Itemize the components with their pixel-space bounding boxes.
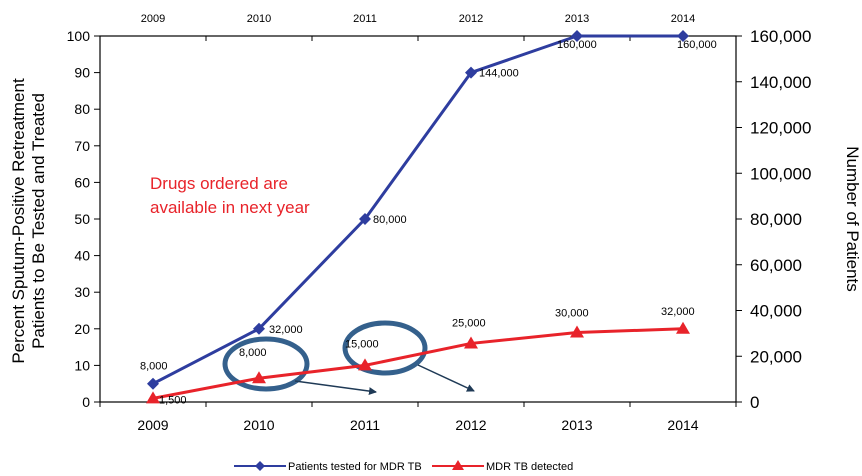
right-tick-label: 100,000 [750,164,811,183]
x-tick-label: 2009 [137,417,168,433]
left-tick-label: 10 [74,357,90,373]
x-tick-label: 2011 [350,417,380,433]
top-x-tick-label: 2014 [671,13,695,25]
top-x-tick-label: 2009 [141,13,165,25]
left-tick-label: 80 [74,101,90,117]
data-label-tested: 80,000 [373,214,407,226]
data-label-detected: 8,000 [239,347,267,359]
right-tick-label: 0 [750,393,759,412]
data-label-tested: 160,000 [677,39,717,51]
data-label-tested: 8,000 [140,361,168,373]
left-tick-label: 30 [74,284,90,300]
right-tick-label: 160,000 [750,27,811,46]
top-x-tick-label: 2013 [565,13,589,25]
data-label-detected: 1,500 [159,394,187,406]
left-tick-label: 0 [82,394,90,410]
top-x-tick-label: 2011 [353,13,377,25]
right-tick-label: 40,000 [750,302,802,321]
left-tick-label: 50 [74,211,90,227]
right-tick-label: 20,000 [750,347,802,366]
left-tick-label: 90 [74,65,90,81]
right-tick-label: 140,000 [750,73,811,92]
annotation-line-2: available in next year [150,198,310,217]
data-label-detected: 32,000 [661,306,695,318]
legend: Patients tested for MDR TB MDR TB detect… [234,460,573,473]
left-tick-label: 60 [74,174,90,190]
left-tick-label: 70 [74,138,90,154]
plot-area [100,36,736,402]
legend-marker-tested [255,461,265,471]
legend-label-tested: Patients tested for MDR TB [288,461,422,473]
left-axis-title-line-1: Percent Sputum-Positive Retreatment [9,78,28,364]
data-label-tested: 32,000 [269,324,303,336]
top-x-tick-label: 2012 [459,13,483,25]
x-tick-label: 2012 [455,417,486,433]
data-label-detected: 30,000 [555,307,589,319]
legend-label-detected: MDR TB detected [486,461,573,473]
data-label-tested: 160,000 [557,39,597,51]
top-x-tick-label: 2010 [247,13,271,25]
x-tick-label: 2013 [561,417,592,433]
right-tick-label: 120,000 [750,119,811,138]
right-tick-label: 60,000 [750,256,802,275]
annotation-line-1: Drugs ordered are [150,174,288,193]
data-label-detected: 15,000 [345,338,379,350]
left-axis-title-line-2: Patients to Be Tested and Treated [29,93,48,349]
left-tick-label: 100 [67,28,91,44]
x-tick-label: 2010 [243,417,274,433]
data-label-detected: 25,000 [452,317,486,329]
data-label-tested: 144,000 [479,68,519,80]
left-tick-label: 40 [74,248,90,264]
x-tick-label: 2014 [667,417,698,433]
right-tick-label: 80,000 [750,210,802,229]
left-tick-label: 20 [74,321,90,337]
right-axis-title: Number of Patients [843,146,862,292]
